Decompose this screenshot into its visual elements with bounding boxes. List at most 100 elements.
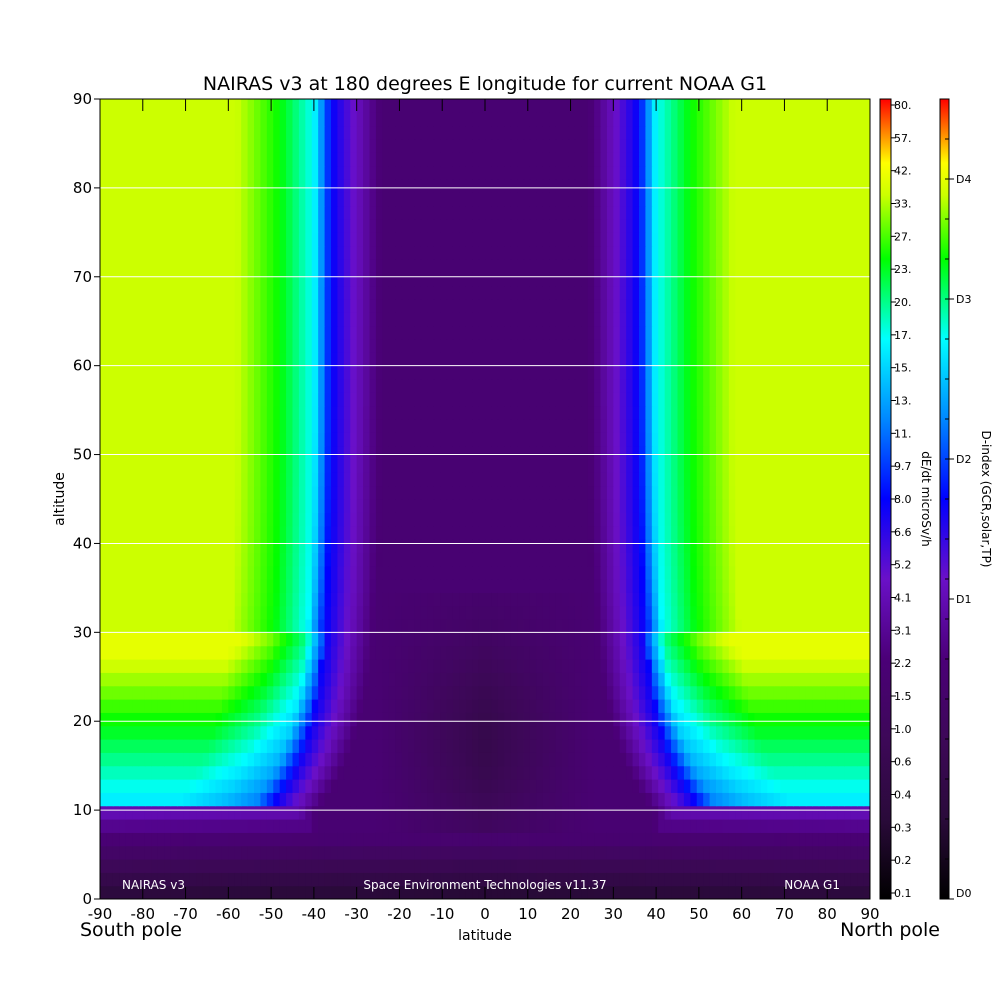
heatmap-cell: [414, 379, 422, 393]
heatmap-cell: [356, 432, 364, 447]
heatmap-cell: [542, 659, 550, 673]
heatmap-cell: [735, 659, 743, 673]
heatmap-cell: [414, 765, 422, 780]
heatmap-cell: [221, 419, 229, 433]
heatmap-cell: [600, 832, 608, 847]
heatmap-cell: [215, 365, 223, 380]
heatmap-cell: [164, 645, 172, 660]
heatmap-cell: [151, 592, 159, 607]
heatmap-cell: [311, 539, 319, 553]
heatmap-cell: [433, 725, 441, 740]
heatmap-cell: [786, 739, 794, 753]
heatmap-cell: [818, 859, 826, 873]
heatmap-cell: [523, 805, 531, 820]
heatmap-cell: [254, 819, 262, 833]
heatmap-cell: [735, 685, 743, 700]
heatmap-cell: [517, 552, 525, 567]
heatmap-cell: [446, 539, 454, 553]
heatmap-cell: [504, 579, 512, 593]
heatmap-cell: [767, 379, 775, 393]
heatmap-cell: [286, 699, 294, 713]
heatmap-cell: [164, 712, 172, 727]
heatmap-cell: [510, 365, 518, 380]
heatmap-cell: [728, 379, 736, 393]
heatmap-cell: [465, 459, 473, 473]
heatmap-cell: [132, 379, 140, 393]
heatmap-cell: [581, 685, 589, 700]
heatmap-cell: [234, 805, 242, 820]
heatmap-cell: [433, 552, 441, 567]
heatmap-cell: [170, 832, 178, 847]
heatmap-cell: [446, 779, 454, 793]
heatmap-cell: [581, 805, 589, 820]
heatmap-cell: [382, 379, 390, 393]
heatmap-cell: [427, 672, 435, 687]
heatmap-cell: [337, 672, 345, 687]
heatmap-cell: [574, 365, 582, 380]
heatmap-cell: [683, 605, 691, 620]
heatmap-cell: [510, 432, 518, 447]
heatmap-cell: [671, 672, 679, 687]
heatmap-cell: [183, 405, 191, 420]
heatmap-cell: [298, 805, 306, 820]
heatmap-cell: [427, 365, 435, 380]
heatmap-cell: [440, 445, 448, 460]
heatmap-cell: [517, 579, 525, 593]
heatmap-cell: [812, 712, 820, 727]
heatmap-cell: [151, 552, 159, 567]
heatmap-cell: [857, 365, 865, 380]
heatmap-cell: [857, 752, 865, 767]
heatmap-cell: [459, 459, 467, 473]
heatmap-cell: [716, 872, 724, 887]
heatmap-cell: [696, 485, 704, 500]
heatmap-cell: [523, 872, 531, 887]
heatmap-cell: [581, 392, 589, 407]
heatmap-cell: [202, 565, 210, 580]
heatmap-cell: [465, 725, 473, 740]
heatmap-cell: [863, 552, 870, 567]
heatmap-cell: [677, 619, 685, 633]
heatmap-cell: [215, 712, 223, 727]
heatmap-cell: [529, 392, 537, 407]
heatmap-cell: [767, 445, 775, 460]
heatmap-cell: [247, 819, 255, 833]
heatmap-cell: [170, 512, 178, 527]
heatmap-cell: [209, 472, 217, 487]
heatmap-cell: [562, 805, 570, 820]
heatmap-cell: [350, 472, 358, 487]
heatmap-cell: [318, 352, 326, 367]
heatmap-cell: [112, 765, 120, 780]
heatmap-cell: [818, 605, 826, 620]
heatmap-cell: [363, 792, 371, 807]
heatmap-cell: [844, 832, 852, 847]
heatmap-cell: [311, 565, 319, 580]
heatmap-cell: [626, 365, 634, 380]
heatmap-cell: [504, 699, 512, 713]
heatmap-cell: [504, 605, 512, 620]
heatmap-cell: [311, 592, 319, 607]
heatmap-cell: [793, 592, 801, 607]
heatmap-cell: [427, 392, 435, 407]
heatmap-cell: [574, 792, 582, 807]
heatmap-cell: [728, 739, 736, 753]
heatmap-cell: [677, 605, 685, 620]
heatmap-cell: [350, 432, 358, 447]
heatmap-cell: [209, 365, 217, 380]
heatmap-cell: [408, 419, 416, 433]
heatmap-cell: [831, 859, 839, 873]
heatmap-cell: [119, 699, 127, 713]
heatmap-cell: [286, 885, 294, 899]
heatmap-cell: [812, 579, 820, 593]
heatmap-cell: [748, 645, 756, 660]
heatmap-cell: [857, 352, 865, 367]
heatmap-cell: [112, 565, 120, 580]
heatmap-cell: [100, 699, 108, 713]
heatmap-cell: [587, 845, 595, 860]
heatmap-cell: [337, 832, 345, 847]
heatmap-cell: [581, 779, 589, 793]
heatmap-cell: [170, 605, 178, 620]
heatmap-cell: [760, 525, 768, 540]
heatmap-cell: [639, 645, 647, 660]
heatmap-cell: [472, 499, 480, 513]
heatmap-cell: [600, 459, 608, 473]
